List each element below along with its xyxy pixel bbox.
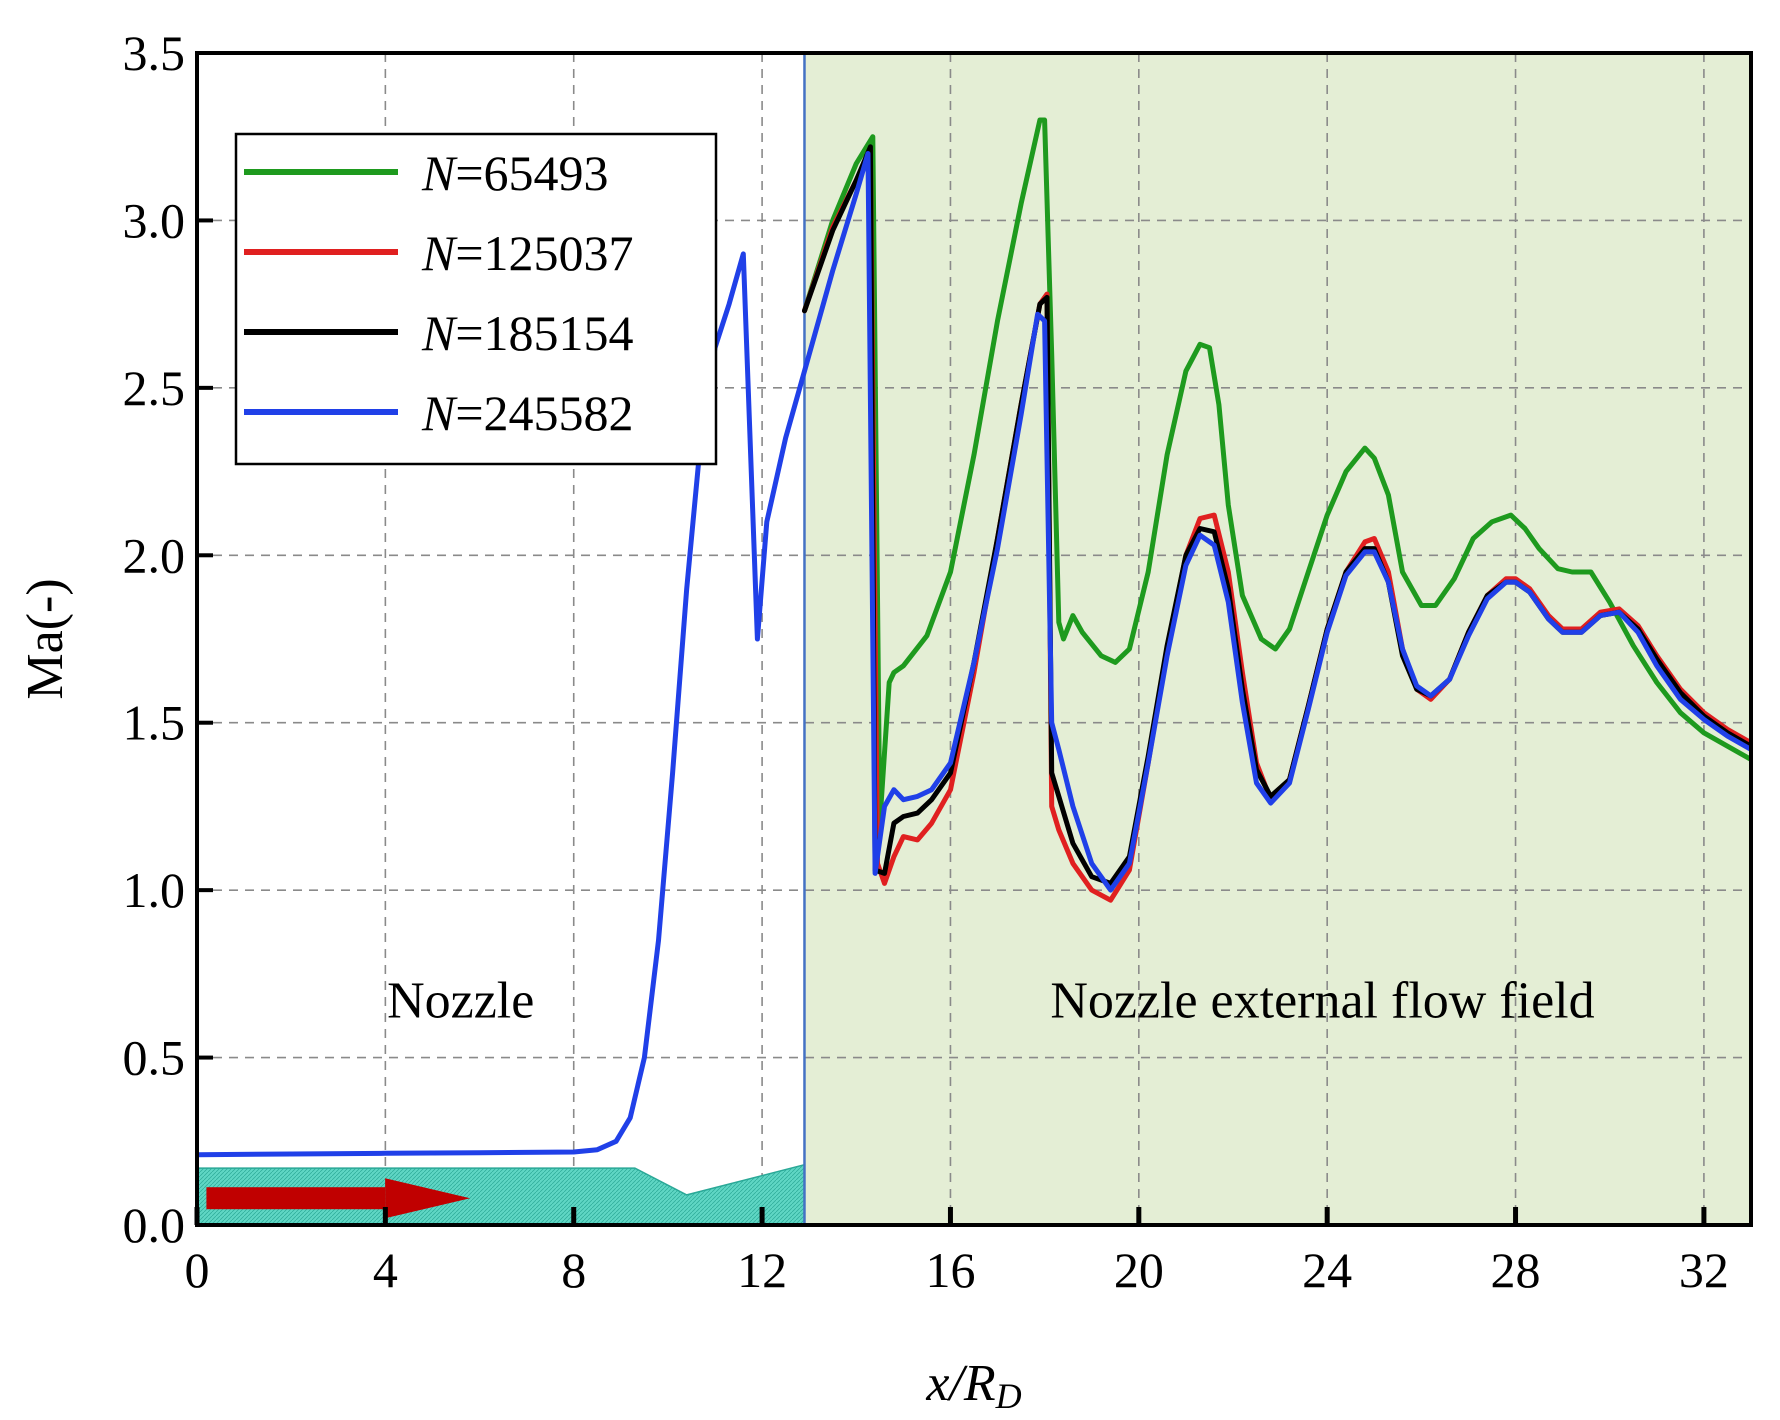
legend-label: N=125037 (421, 225, 634, 281)
y-tick-label: 1.0 (123, 862, 186, 918)
x-tick-label: 12 (737, 1242, 787, 1298)
y-axis-ticks: 0.0 0.5 1.0 1.5 2.0 2.5 3.0 3.5 (123, 25, 213, 1253)
region-label-nozzle: Nozzle (387, 972, 534, 1029)
flow-arrow-shaft (206, 1187, 386, 1210)
legend-label-value: =65493 (455, 145, 608, 201)
legend-label: N=245582 (421, 385, 634, 441)
legend-label-value: =245582 (455, 385, 633, 441)
legend-label-variable: N (421, 145, 458, 201)
x-axis-ticks: 0 4 8 12 16 20 24 28 32 (185, 1207, 1729, 1298)
legend-label: N=185154 (421, 305, 634, 361)
y-tick-label: 2.0 (123, 527, 186, 583)
y-tick-label: 0.0 (123, 1197, 186, 1253)
x-tick-label: 4 (373, 1242, 398, 1298)
y-tick-label: 3.5 (123, 25, 186, 81)
y-tick-label: 3.0 (123, 192, 186, 248)
flow-direction-arrow (206, 1178, 471, 1219)
legend-label-variable: N (421, 225, 458, 281)
x-tick-label: 8 (561, 1242, 586, 1298)
flow-arrow-head (385, 1178, 471, 1219)
legend-label-variable: N (421, 305, 458, 361)
y-tick-label: 1.5 (123, 695, 186, 751)
x-tick-label: 24 (1302, 1242, 1352, 1298)
x-tick-label: 20 (1114, 1242, 1164, 1298)
x-tick-label: 0 (185, 1242, 210, 1298)
y-axis-title: Ma(-) (17, 578, 74, 699)
region-label-external-flow: Nozzle external flow field (1050, 972, 1594, 1029)
plot-frame (195, 51, 1753, 1227)
y-tick-label: 0.5 (123, 1030, 186, 1086)
x-axis-title: x/RD (925, 1355, 1021, 1416)
external-flow-region (804, 53, 1751, 1225)
x-tick-label: 16 (925, 1242, 975, 1298)
legend-label-value: =125037 (455, 225, 633, 281)
legend-label: N=65493 (421, 145, 609, 201)
legend-label-variable: N (421, 385, 458, 441)
x-tick-label: 32 (1679, 1242, 1729, 1298)
x-axis-title-main: x/R (925, 1355, 995, 1412)
series-line-1 (802, 117, 1751, 826)
legend-label-value: =185154 (455, 305, 633, 361)
y-tick-label: 2.5 (123, 360, 186, 416)
x-tick-label: 28 (1491, 1242, 1541, 1298)
x-axis-title-subscript: D (995, 1376, 1022, 1416)
